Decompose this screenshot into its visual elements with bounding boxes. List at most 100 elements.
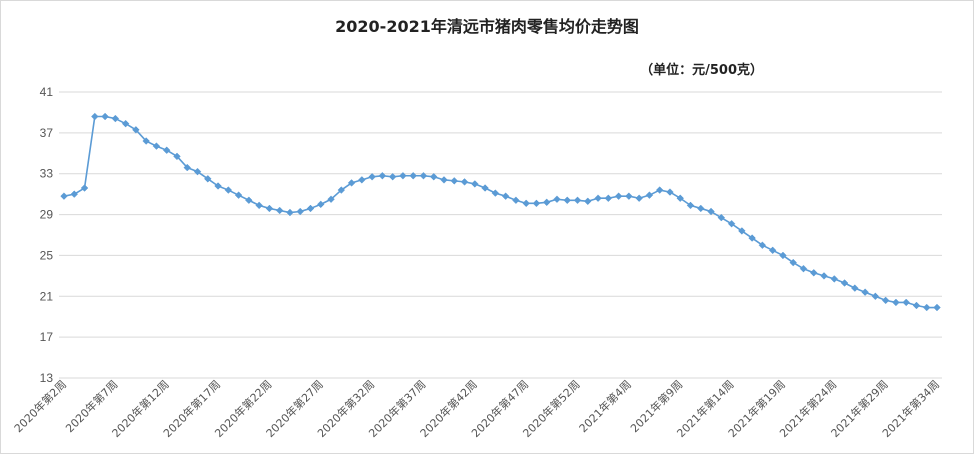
data-point [892,298,900,307]
data-point [121,119,130,128]
data-point [419,172,428,180]
data-point [768,246,777,255]
x-axis: 2020年第2周2020年第7周2020年第12周2020年第17周2020年第… [11,377,942,440]
data-point [275,206,284,215]
data-point [799,264,808,273]
data-point [584,197,592,206]
data-point [440,176,448,184]
data-point [697,204,705,213]
y-tick-label: 25 [40,248,54,262]
data-point [132,126,140,134]
data-point [809,269,818,277]
data-point [409,172,417,180]
data-point [429,173,438,181]
data-point [388,173,397,181]
data-point [286,208,294,217]
chart-subtitle: （单位：元/500克） [640,63,763,78]
y-tick-label: 41 [40,85,54,99]
x-tick-label: 2021年第4周 [576,377,634,435]
data-point [152,142,161,150]
data-point [840,279,849,287]
series-line [63,115,937,309]
data-point [614,192,623,200]
data-point [255,201,263,210]
data-point [450,177,459,185]
data-point [91,112,99,121]
data-point [306,204,315,213]
data-point [399,172,407,180]
data-point [789,258,797,267]
data-point [563,196,572,205]
data-point [183,163,192,172]
data-point [542,198,551,207]
data-point [60,192,68,200]
data-point [347,179,356,187]
data-point [748,234,756,242]
data-point [460,178,469,186]
data-point [296,207,304,216]
data-point [265,204,274,213]
data-point [378,172,387,180]
data-point [625,192,633,200]
y-tick-label: 33 [40,167,54,181]
data-point [224,186,233,194]
data-point [327,195,335,204]
data-point [912,301,921,310]
data-point [604,194,613,202]
data-point [142,137,150,145]
data-point [501,192,510,200]
data-point [70,190,79,198]
data-point [173,152,181,161]
y-tick-label: 13 [40,371,54,385]
chart-title: 2020-2021年清远市猪肉零售均价走势图 [335,17,639,36]
x-tick-label: 2020年第7周 [62,377,120,435]
data-point [101,112,109,121]
data-point [830,275,839,283]
data-point [471,180,479,188]
y-tick-label: 29 [40,208,54,222]
data-point [933,303,941,312]
y-axis: 13 17 21 25 29 33 37 41 [40,85,54,385]
data-point [871,292,880,301]
data-point [532,199,541,208]
data-point [481,184,489,192]
data-point [594,194,602,202]
data-point [512,196,520,205]
x-tick-label: 2021年第9周 [627,377,685,435]
data-point [491,189,500,197]
data-point [204,175,212,183]
data-point [686,201,695,210]
data-point [881,296,890,305]
data-point [645,191,654,199]
data-point [368,173,376,181]
data-point [655,186,664,194]
data-point [922,303,931,312]
data-point [193,167,202,176]
data-point [358,176,366,184]
data-point [80,184,89,192]
data-point [162,146,171,154]
data-point [779,251,787,260]
data-point [234,191,243,199]
data-point [861,288,869,296]
x-tick-label: 2020年第2周 [11,377,69,435]
data-point [573,196,582,205]
data-point [820,272,828,280]
data-point [553,195,561,204]
data-point [635,194,643,202]
series [60,112,941,312]
gridlines [59,91,942,379]
data-point [707,207,715,216]
data-point [727,220,736,228]
data-point [522,199,530,208]
data-point [214,182,222,190]
data-point [111,114,120,123]
data-point [851,284,859,292]
data-point [738,227,746,235]
data-point [245,196,253,205]
data-point [902,298,910,307]
y-tick-label: 21 [40,289,54,303]
data-point [337,186,346,194]
